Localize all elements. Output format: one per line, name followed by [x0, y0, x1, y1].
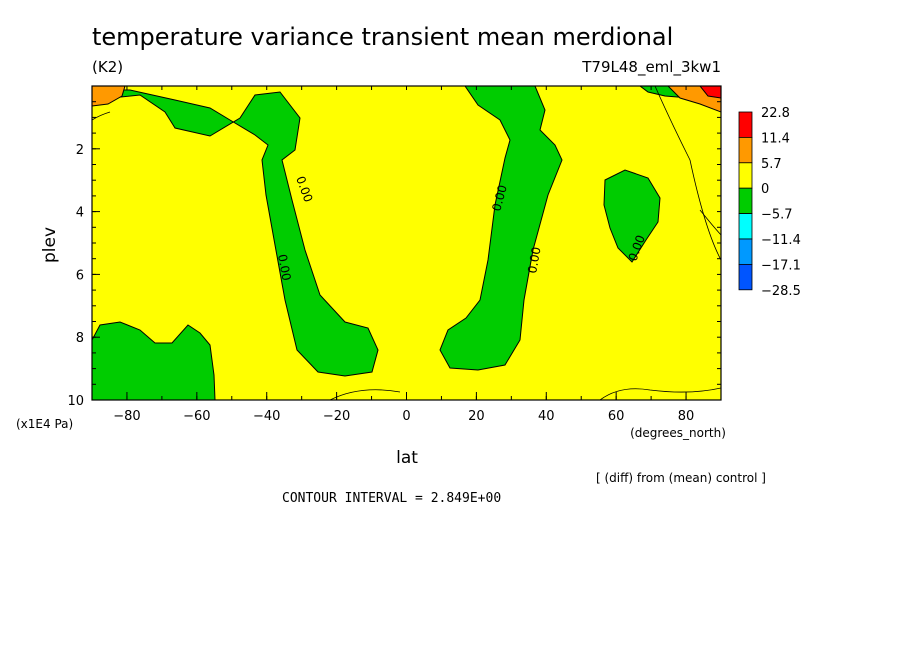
x-tick-label: −80 [113, 409, 140, 424]
contour-label: 0.00 [275, 253, 293, 282]
region-top-left-orange [92, 86, 126, 107]
y-axis-units: (x1E4 Pa) [16, 417, 73, 431]
x-tick-label: −20 [323, 409, 350, 424]
contour-right-1 [654, 86, 721, 261]
x-axis: −80 −60 −40 −20 0 20 40 60 80 [91, 86, 722, 424]
colorbar-label: −28.5 [761, 284, 801, 299]
contour-label: 0.00 [525, 246, 543, 275]
run-label: T79L48_eml_3kw1 [581, 58, 721, 77]
region-top-right-red [699, 86, 721, 99]
y-tick-label: 10 [67, 394, 84, 409]
colorbar-label: 11.4 [761, 131, 790, 146]
x-axis-units: (degrees_north) [630, 426, 726, 440]
region-south-band [92, 89, 379, 377]
contour-right-3 [92, 111, 111, 121]
region-south-surface [92, 321, 216, 400]
colorbar: 22.8 11.4 5.7 0 −5.7 −11.4 −17.1 −28.5 [738, 106, 801, 299]
colorbar-label: −5.7 [761, 208, 793, 223]
x-axis-label: lat [396, 448, 418, 468]
colorbar-label: 5.7 [761, 157, 782, 172]
contour-right-2 [699, 209, 721, 236]
colorbar-label: 0 [761, 182, 769, 197]
contour-interval: CONTOUR INTERVAL = 2.849E+00 [282, 491, 501, 506]
diff-note: [ (diff) from (mean) control ] [596, 471, 766, 485]
x-tick-label: 0 [402, 409, 410, 424]
chart-title: temperature variance transient mean merd… [92, 23, 673, 51]
colorbar-swatch [738, 136, 753, 164]
y-axis: 2 4 6 8 10 [67, 101, 721, 409]
colorbar-swatch [738, 162, 753, 189]
y-tick-label: 2 [76, 143, 84, 158]
region-north-band [439, 86, 563, 371]
chart-units: (K2) [92, 58, 123, 76]
y-axis-label: plev [40, 227, 60, 263]
y-tick-label: 6 [76, 268, 84, 283]
colorbar-swatch [738, 238, 753, 265]
x-tick-label: 40 [538, 409, 555, 424]
colorbar-swatch [738, 263, 753, 291]
contour-bottom-mid [329, 389, 401, 400]
x-tick-label: 80 [678, 409, 695, 424]
colorbar-swatch [738, 111, 753, 138]
x-tick-label: 60 [608, 409, 625, 424]
x-tick-label: 20 [468, 409, 485, 424]
x-tick-label: −60 [183, 409, 210, 424]
colorbar-swatch [738, 213, 753, 240]
region-north-cell [603, 169, 661, 263]
colorbar-label: 22.8 [761, 106, 790, 121]
plot-area [92, 86, 721, 400]
colorbar-label: −17.1 [761, 258, 801, 273]
colorbar-label: −11.4 [761, 233, 801, 248]
x-tick-label: −40 [253, 409, 280, 424]
contour-label: 0.00 [489, 183, 509, 212]
colorbar-swatch [738, 187, 753, 214]
y-tick-label: 4 [76, 206, 84, 221]
contour-bottom-right [599, 387, 721, 400]
y-tick-label: 8 [76, 331, 84, 346]
